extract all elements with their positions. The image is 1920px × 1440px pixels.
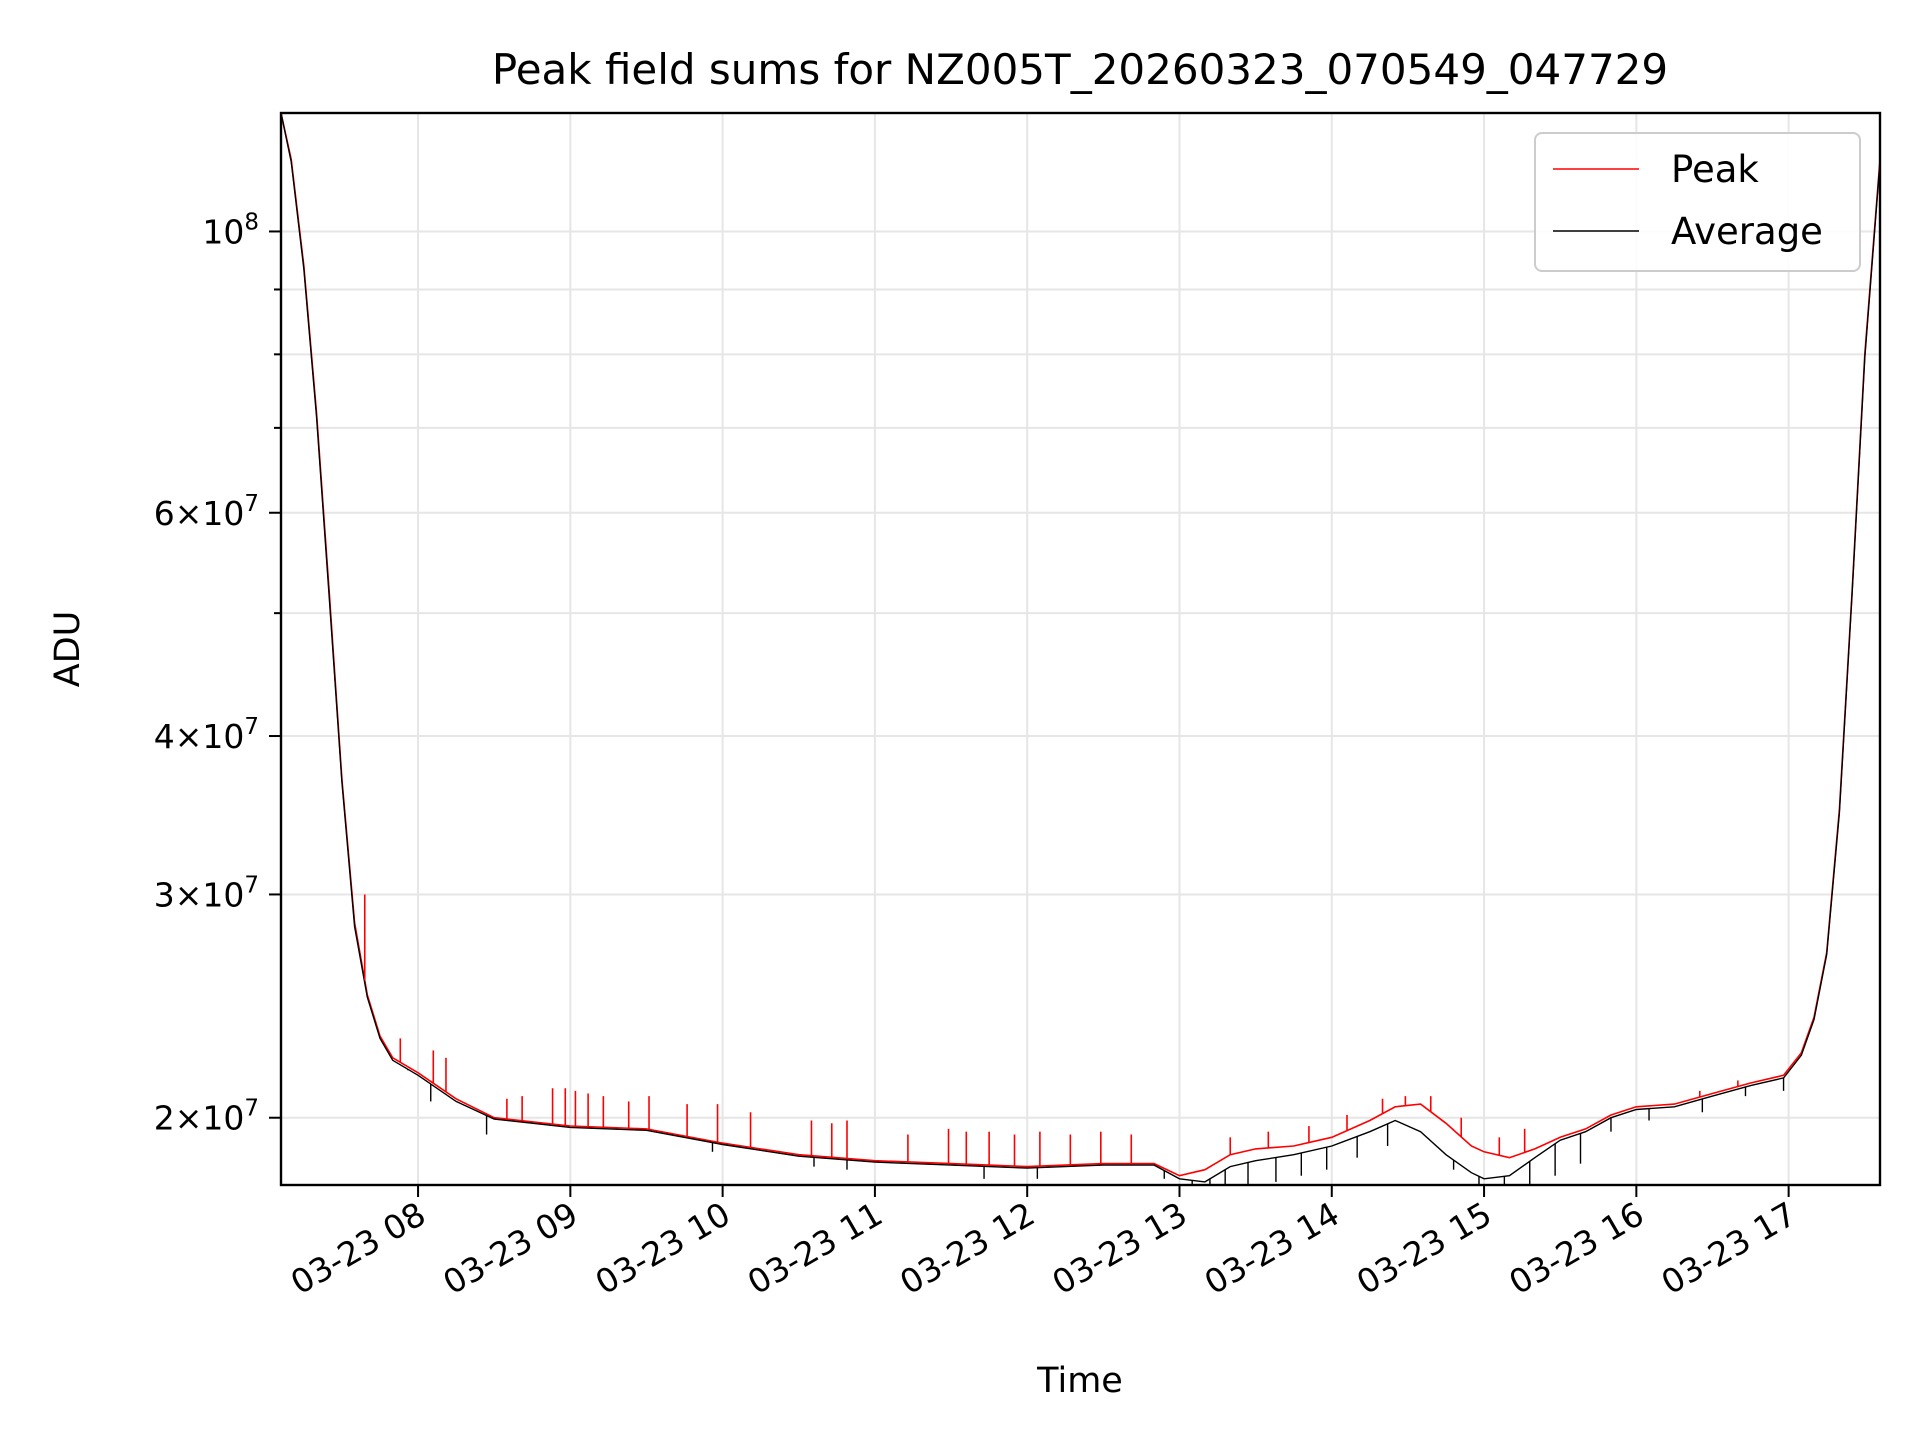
- x-tick-label: 03-23 12: [893, 1194, 1041, 1302]
- legend-average-label: Average: [1671, 210, 1823, 253]
- legend-peak-label: Peak: [1671, 148, 1759, 191]
- y-tick-label: 3×107: [154, 872, 259, 914]
- y-axis-label: ADU: [48, 611, 88, 688]
- x-tick-label: 03-23 14: [1198, 1194, 1346, 1302]
- plot-area: [281, 113, 1880, 1185]
- y-axis: 108 6×107 4×107 3×107 2×107: [154, 209, 281, 1138]
- plot-frame: [279, 111, 1882, 1187]
- x-axis: 03-23 08 03-23 09 03-23 10 03-23 11 03-23 12…: [284, 1185, 1803, 1302]
- chart-title: Peak field sums for NZ005T_20260323_0705…: [492, 45, 1668, 94]
- x-tick-label: 03-23 09: [436, 1194, 584, 1302]
- y-tick-label: 4×107: [154, 714, 259, 756]
- x-tick-label: 03-23 11: [741, 1194, 889, 1302]
- x-tick-label: 03-23 13: [1045, 1194, 1193, 1302]
- peak-series-line: [281, 113, 1880, 1177]
- y-tick-label: 108: [202, 209, 259, 251]
- x-axis-label: Time: [1036, 1361, 1123, 1401]
- y-tick-label: 2×107: [154, 1096, 259, 1138]
- x-tick-label: 03-23 10: [589, 1194, 737, 1302]
- x-tick-label: 03-23 08: [284, 1194, 432, 1302]
- grid: [281, 113, 1880, 1185]
- legend-box: [1534, 132, 1861, 272]
- x-tick-label: 03-23 17: [1655, 1194, 1803, 1302]
- legend: Peak Average: [1534, 132, 1861, 272]
- average-series-line: [281, 113, 1880, 1183]
- x-tick-label: 03-23 16: [1502, 1194, 1650, 1302]
- y-tick-label: 6×107: [154, 491, 259, 533]
- x-tick-label: 03-23 15: [1350, 1194, 1498, 1302]
